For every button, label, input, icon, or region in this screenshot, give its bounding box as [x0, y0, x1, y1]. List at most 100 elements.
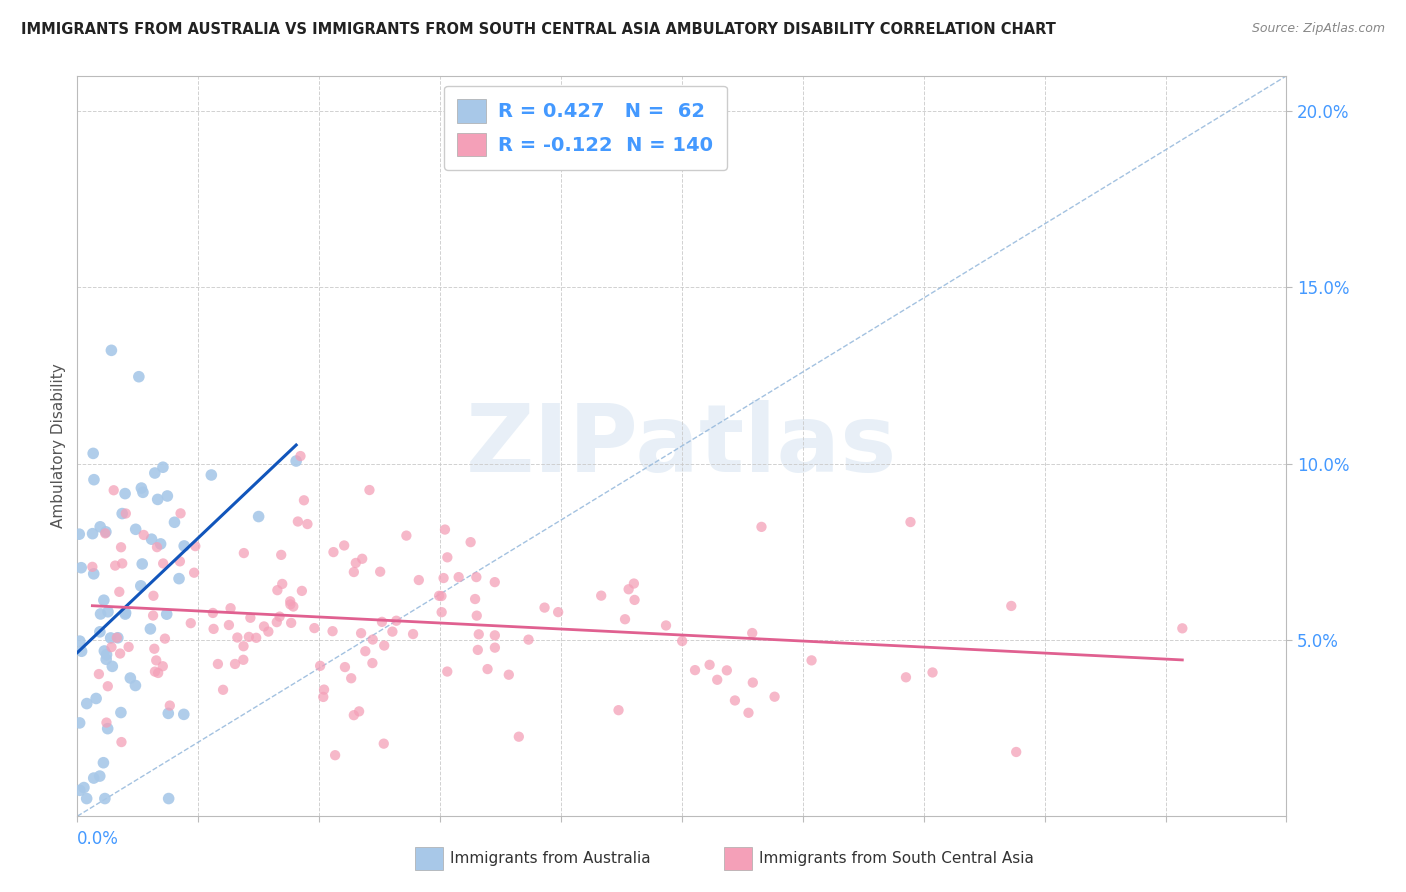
Point	[90, 607, 112, 621]
Point	[381, 624, 404, 639]
Point	[312, 682, 335, 697]
Point	[124, 678, 146, 692]
Legend: R = 0.427   N =  62, R = -0.122  N = 140: R = 0.427 N = 62, R = -0.122 N = 140	[444, 86, 727, 170]
Point	[224, 657, 246, 671]
Point	[763, 690, 786, 704]
Point	[430, 605, 453, 619]
Text: IMMIGRANTS FROM AUSTRALIA VS IMMIGRANTS FROM SOUTH CENTRAL ASIA AMBULATORY DISAB: IMMIGRANTS FROM AUSTRALIA VS IMMIGRANTS …	[21, 22, 1056, 37]
Point	[93, 644, 115, 658]
Point	[111, 507, 134, 521]
Point	[125, 522, 148, 536]
Point	[297, 517, 319, 532]
Point	[120, 671, 142, 685]
Point	[699, 657, 721, 672]
Point	[373, 737, 395, 751]
Point	[180, 616, 202, 631]
Point	[201, 606, 224, 620]
Point	[84, 691, 107, 706]
Point	[800, 653, 823, 667]
Point	[741, 626, 763, 640]
Point	[430, 589, 453, 603]
Point	[131, 481, 153, 495]
Point	[69, 715, 91, 730]
Point	[114, 507, 136, 521]
Point	[517, 632, 540, 647]
Point	[169, 507, 191, 521]
Point	[436, 550, 458, 565]
Point	[143, 466, 166, 480]
Point	[247, 509, 270, 524]
Point	[69, 783, 91, 797]
Point	[271, 577, 294, 591]
Point	[671, 634, 693, 648]
Point	[152, 557, 174, 571]
Point	[207, 657, 229, 671]
Point	[245, 631, 267, 645]
Point	[238, 630, 260, 644]
Text: Immigrants from South Central Asia: Immigrants from South Central Asia	[759, 852, 1035, 866]
Point	[132, 528, 155, 542]
Point	[614, 612, 637, 626]
Point	[226, 631, 249, 645]
Point	[322, 624, 344, 639]
Point	[741, 675, 763, 690]
Point	[157, 791, 180, 805]
Point	[278, 594, 301, 608]
Point	[232, 546, 254, 560]
Point	[83, 771, 105, 785]
Point	[477, 662, 499, 676]
Point	[591, 589, 613, 603]
Point	[96, 648, 118, 662]
Point	[103, 483, 125, 498]
Point	[70, 560, 93, 574]
Point	[100, 631, 122, 645]
Point	[89, 769, 111, 783]
Point	[361, 632, 384, 647]
Point	[751, 520, 773, 534]
Point	[432, 571, 454, 585]
Point	[163, 516, 186, 530]
Point	[146, 665, 169, 680]
Point	[266, 615, 288, 629]
Point	[280, 615, 302, 630]
Point	[344, 556, 367, 570]
Point	[146, 492, 169, 507]
Point	[76, 697, 98, 711]
Point	[737, 706, 759, 720]
Point	[67, 527, 90, 541]
Point	[96, 652, 118, 666]
Point	[114, 486, 136, 500]
Point	[143, 665, 166, 679]
Point	[73, 780, 96, 795]
Point	[253, 619, 276, 633]
Point	[97, 679, 120, 693]
Point	[110, 706, 132, 720]
Point	[340, 671, 363, 685]
Point	[69, 634, 91, 648]
Point	[484, 628, 506, 642]
Point	[129, 579, 152, 593]
Point	[94, 524, 117, 539]
Point	[283, 599, 305, 614]
Point	[322, 545, 344, 559]
Point	[323, 748, 346, 763]
Point	[141, 532, 163, 546]
Point	[97, 722, 120, 736]
Point	[623, 576, 645, 591]
Point	[465, 608, 488, 623]
Point	[683, 663, 706, 677]
Point	[508, 730, 530, 744]
Point	[110, 541, 132, 555]
Point	[149, 537, 172, 551]
Point	[82, 446, 104, 460]
Point	[83, 566, 105, 581]
Point	[467, 643, 489, 657]
Point	[436, 665, 458, 679]
Point	[94, 526, 117, 541]
Point	[287, 515, 309, 529]
Point	[108, 584, 131, 599]
Point	[1005, 745, 1028, 759]
Point	[128, 369, 150, 384]
Point	[724, 693, 747, 707]
Point	[894, 670, 917, 684]
